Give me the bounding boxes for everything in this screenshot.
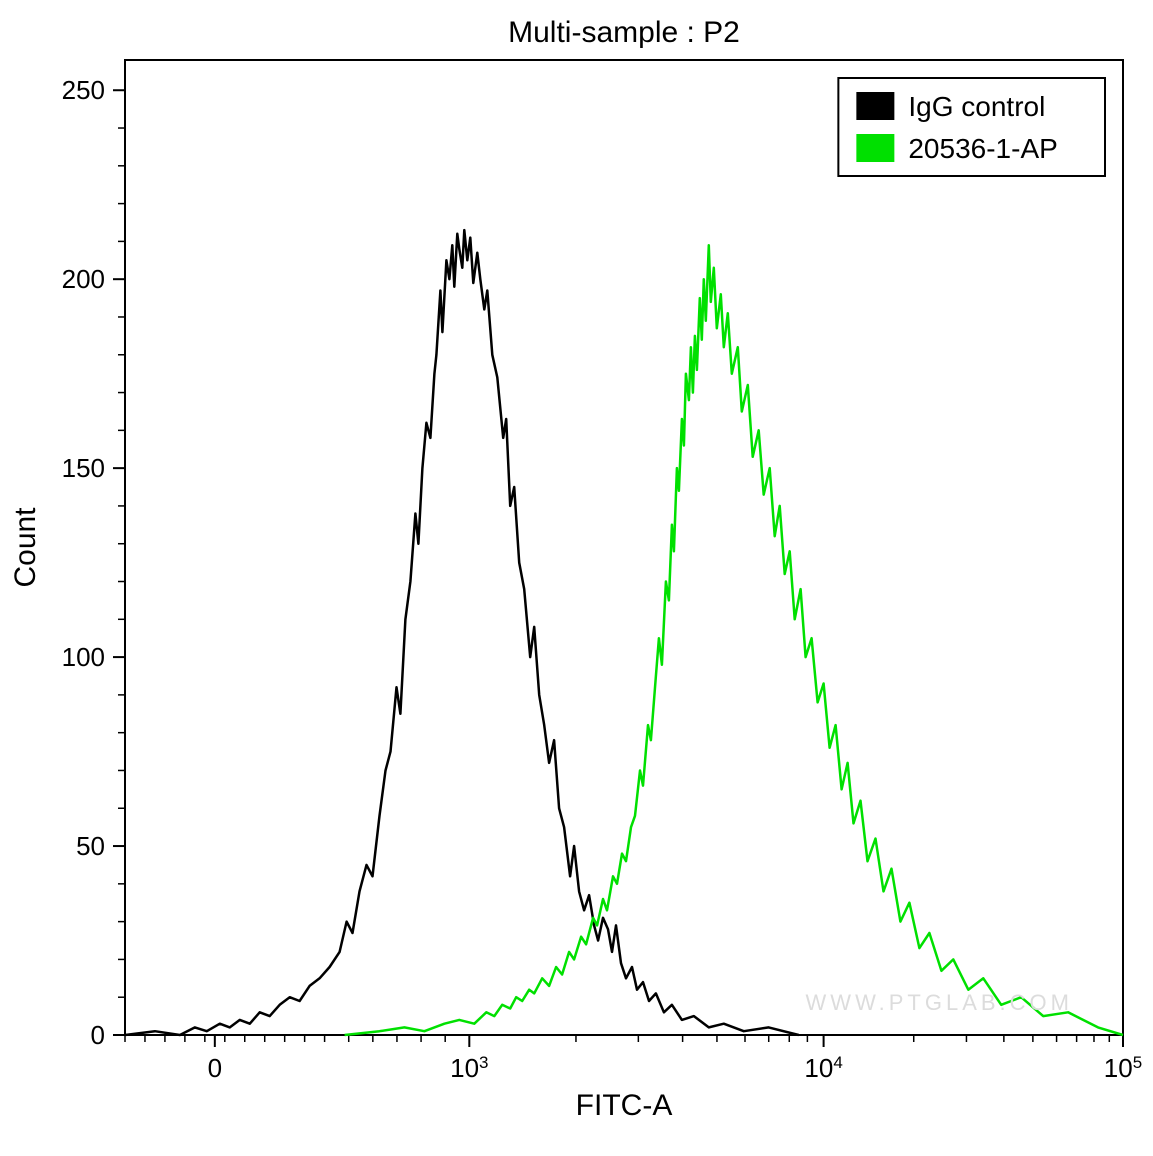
svg-text:104: 104 (804, 1053, 842, 1084)
chart-svg: Multi-sample : P2 Count FITC-A 0 50 100 150 200… (0, 0, 1153, 1156)
svg-text:50: 50 (76, 831, 105, 861)
histogram-chart: Multi-sample : P2 Count FITC-A 0 50 100 150 200… (0, 0, 1153, 1156)
svg-text:103: 103 (450, 1053, 488, 1084)
svg-text:0: 0 (208, 1053, 222, 1083)
svg-text:105: 105 (1104, 1053, 1142, 1084)
svg-text:150: 150 (62, 453, 105, 483)
svg-text:Multi-sample : P2: Multi-sample : P2 (508, 16, 740, 49)
svg-text:IgG control: IgG control (908, 91, 1045, 122)
svg-text:Count: Count (9, 507, 42, 588)
svg-text:100: 100 (62, 642, 105, 672)
svg-text:250: 250 (62, 75, 105, 105)
svg-text:20536-1-AP: 20536-1-AP (908, 133, 1057, 164)
svg-text:FITC-A: FITC-A (576, 1089, 673, 1122)
svg-text:200: 200 (62, 264, 105, 294)
svg-text:0: 0 (91, 1020, 105, 1050)
